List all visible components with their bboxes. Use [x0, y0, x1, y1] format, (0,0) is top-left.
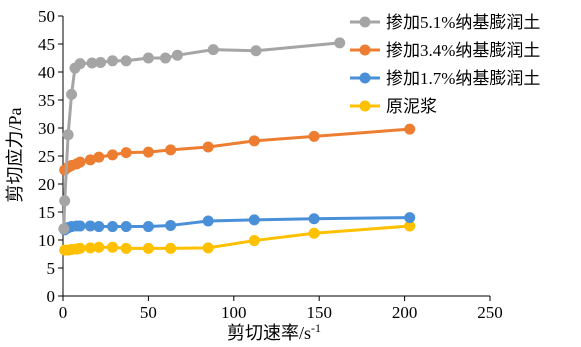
legend-label: 原泥浆: [386, 97, 437, 116]
data-point: [74, 156, 86, 168]
axis-titles: 剪切速率/s-1 剪切应力/Pa: [5, 107, 321, 343]
data-point: [404, 212, 416, 224]
x-tick-label: 0: [59, 303, 68, 322]
legend-swatch-marker: [359, 44, 371, 56]
series-layer: [58, 37, 416, 256]
legend-swatch-marker: [359, 72, 371, 84]
y-tick-label: 50: [38, 7, 55, 26]
series-line: [59, 123, 416, 176]
data-point: [207, 44, 219, 56]
data-point: [404, 220, 416, 232]
data-point: [59, 195, 71, 207]
data-point: [120, 147, 132, 159]
data-point: [202, 141, 214, 153]
data-point: [107, 55, 119, 67]
x-tick-label: 100: [221, 303, 247, 322]
data-point: [165, 144, 177, 156]
legend-label: 掺加5.1%纳基膨润土: [386, 13, 540, 32]
data-point: [93, 151, 105, 163]
series-line: [59, 220, 416, 256]
data-point: [66, 88, 78, 100]
x-tick-label: 50: [140, 303, 157, 322]
data-point: [142, 52, 154, 64]
x-tick-label: 200: [392, 303, 418, 322]
data-point: [58, 223, 70, 235]
y-tick-label: 15: [38, 203, 55, 222]
y-tick-label: 10: [38, 231, 55, 250]
data-point: [107, 241, 119, 253]
data-point: [84, 242, 96, 254]
data-point: [107, 149, 119, 161]
data-point: [120, 221, 132, 233]
legend-swatch-marker: [359, 16, 371, 28]
data-point: [142, 146, 154, 158]
data-point: [165, 242, 177, 254]
y-tick-label: 5: [47, 259, 56, 278]
y-tick-label: 45: [38, 35, 55, 54]
data-point: [120, 242, 132, 254]
data-point: [84, 154, 96, 166]
legend-swatch-marker: [359, 100, 371, 112]
data-point: [308, 227, 320, 239]
x-tick-label: 250: [477, 303, 503, 322]
y-tick-label: 30: [38, 119, 55, 138]
x-axis-title: 剪切速率/s-1: [227, 321, 321, 343]
y-tick-label: 40: [38, 63, 55, 82]
y-tick-label: 25: [38, 147, 55, 166]
legend-entry: 原泥浆: [350, 97, 437, 116]
x-tick-label: 150: [306, 303, 332, 322]
data-point: [202, 242, 214, 254]
data-point: [74, 220, 86, 232]
data-point: [308, 130, 320, 142]
axes: 0 5 10 15 20 25 30 35 40 45 50 0 50 100 150 200 250: [38, 7, 503, 322]
data-point: [120, 55, 132, 67]
data-point: [334, 37, 346, 49]
data-point: [74, 58, 86, 70]
series-line: [59, 212, 416, 236]
data-point: [308, 213, 320, 225]
data-point: [248, 235, 260, 247]
data-point: [62, 129, 74, 141]
data-point: [84, 220, 96, 232]
data-point: [93, 221, 105, 233]
data-point: [248, 135, 260, 147]
data-point: [93, 241, 105, 253]
y-tick-label: 0: [47, 287, 56, 306]
legend-entry: 掺加1.7%纳基膨润土: [350, 69, 540, 88]
y-tick-label: 35: [38, 91, 55, 110]
data-point: [107, 221, 119, 233]
legend-label: 掺加3.4%纳基膨润土: [386, 41, 540, 60]
y-tick-label: 20: [38, 175, 55, 194]
data-point: [250, 45, 262, 57]
y-axis-title: 剪切应力/Pa: [5, 107, 25, 202]
series-line: [58, 37, 346, 235]
data-point: [171, 49, 183, 61]
legend-label: 掺加1.7%纳基膨润土: [386, 69, 540, 88]
data-point: [74, 242, 86, 254]
data-point: [165, 219, 177, 231]
series-path: [63, 127, 410, 172]
data-point: [404, 123, 416, 135]
data-point: [248, 214, 260, 226]
data-point: [202, 215, 214, 227]
series-path: [62, 41, 340, 229]
data-point: [86, 57, 98, 69]
data-point: [95, 56, 107, 68]
data-point: [159, 52, 171, 64]
legend-entry: 掺加3.4%纳基膨润土: [350, 41, 540, 60]
data-point: [142, 242, 154, 254]
legend-entry: 掺加5.1%纳基膨润土: [350, 13, 540, 32]
data-point: [142, 221, 154, 233]
x-axis-title-superscript: -1: [311, 321, 321, 335]
x-axis-title-text: 剪切速率/s: [227, 323, 311, 343]
